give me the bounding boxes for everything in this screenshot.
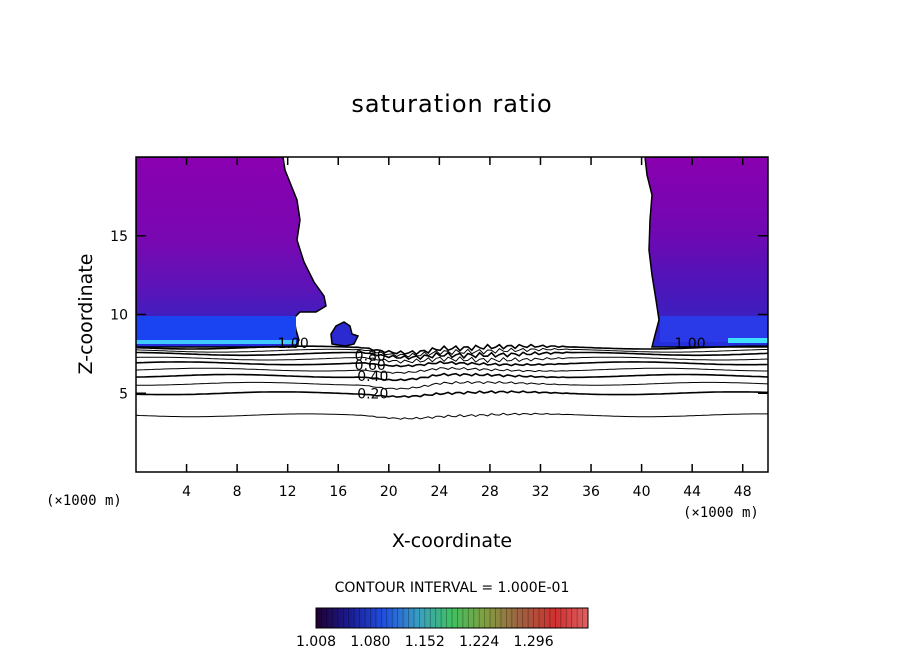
y-tick-label-1: 10	[110, 308, 128, 324]
right-bright-band	[660, 316, 768, 342]
x-axis-title: X-coordinate	[392, 530, 512, 552]
colorbar-tick-label-1: 1.080	[350, 634, 390, 650]
chart-title: saturation ratio	[351, 90, 552, 118]
contour-interval-text: CONTOUR INTERVAL = 1.000E-01	[335, 580, 570, 596]
contour-lines	[136, 343, 768, 420]
x-tick-label-9: 40	[633, 484, 651, 500]
x-tick-label-1: 8	[233, 484, 242, 500]
contour-line-2	[136, 380, 768, 390]
left-cloud-region	[136, 157, 327, 348]
x-tick-label-6: 28	[481, 484, 499, 500]
x-tick-label-5: 24	[430, 484, 448, 500]
contour-line-8	[136, 347, 768, 358]
x-tick-label-8: 36	[582, 484, 600, 500]
right-cloud-region	[644, 157, 768, 348]
contour-label-0: 1.00	[278, 336, 309, 352]
plot-area	[136, 157, 768, 420]
x-unit-left: (×1000 m)	[46, 493, 122, 509]
x-tick-label-3: 16	[329, 484, 347, 500]
contour-label-5: 0.20	[357, 386, 388, 402]
y-tick-label-0: 5	[119, 386, 128, 402]
x-axis-ticks: 4 8 12 16 20 24 28 32 36 40 44 48	[182, 157, 752, 500]
colorbar-tick-label-0: 1.008	[296, 634, 336, 650]
contour-line-1	[136, 390, 768, 399]
colorbar-tick-label-4: 1.296	[514, 634, 554, 650]
colorbar-tick-label-2: 1.152	[405, 634, 445, 650]
colorbar-tick-label-3: 1.224	[459, 634, 499, 650]
x-tick-label-4: 20	[380, 484, 398, 500]
x-tick-label-0: 4	[182, 484, 191, 500]
x-unit-right: (×1000 m)	[683, 505, 759, 521]
contour-line-5	[136, 360, 768, 368]
y-tick-label-2: 15	[110, 229, 128, 245]
y-axis-title: Z-coordinate	[75, 254, 97, 375]
contour-labels: 1.00 1.00 0.800.600.400.20	[278, 336, 706, 402]
small-cloud-region	[330, 321, 360, 347]
x-tick-label-7: 32	[532, 484, 550, 500]
contour-line-6	[136, 356, 768, 364]
contour-line-0	[136, 412, 768, 420]
contour-line-4	[136, 366, 768, 374]
contour-line-3	[136, 372, 768, 382]
contour-label-4: 0.40	[357, 369, 388, 385]
y-axis-ticks: 5 10 15	[110, 229, 768, 402]
x-tick-label-10: 44	[683, 484, 701, 500]
colorbar-stripes	[321, 608, 583, 628]
contour-line-7	[136, 351, 768, 361]
right-cyan-band	[728, 338, 768, 343]
contour-label-3: 0.60	[355, 358, 386, 374]
x-tick-label-2: 12	[279, 484, 297, 500]
x-tick-label-11: 48	[734, 484, 752, 500]
contour-label-2: 0.80	[355, 348, 386, 364]
contour-line-9	[136, 343, 768, 356]
colorbar-ticks: 1.008 1.080 1.152 1.224 1.296	[296, 634, 554, 650]
left-bright-band	[136, 316, 296, 342]
contour-label-1: 1.00	[674, 336, 705, 352]
colorbar	[315, 607, 589, 629]
left-cyan-band	[136, 340, 296, 344]
